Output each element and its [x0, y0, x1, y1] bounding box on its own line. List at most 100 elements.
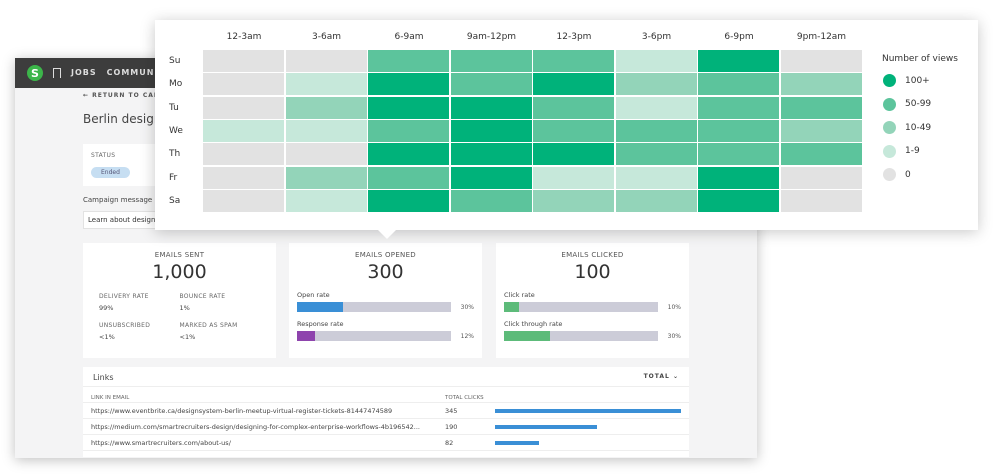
heat-cell-We-3-6pm	[615, 119, 697, 142]
emails-sent-card: EMAILS SENT 1,000 DELIVERY RATE 99% BOUNC…	[83, 243, 276, 358]
progress-fill	[504, 331, 551, 341]
heat-cell-Su-12-3am	[203, 50, 284, 72]
progress-bar	[504, 331, 658, 341]
legend-item: 1-9	[883, 144, 920, 158]
campaign-message-label: Campaign message	[83, 196, 153, 204]
row-label: Fr	[169, 172, 178, 183]
table-header: LINK IN EMAIL TOTAL CLICKS	[83, 387, 689, 403]
heat-cell-Tu-3-6am	[285, 96, 367, 119]
row-label: Mo	[169, 79, 183, 90]
heat-cell-We-9pm-12am	[780, 119, 862, 142]
heat-cell-Fr-9pm-12am	[780, 166, 862, 189]
heat-cell-Th-9am-12pm	[450, 143, 532, 166]
legend-label: 0	[905, 169, 911, 180]
heat-cell-Tu-9am-12pm	[450, 96, 532, 119]
heat-cell-Mo-3-6am	[285, 73, 367, 96]
legend-swatch	[883, 168, 896, 181]
heat-cell-Sa-12-3pm	[533, 189, 614, 212]
heat-cell-We-12-3am	[203, 119, 284, 142]
progress-bar	[297, 302, 451, 312]
heat-cell-Th-12-3am	[203, 143, 284, 166]
heat-cell-Fr-9am-12pm	[450, 166, 532, 189]
popover-pointer	[377, 229, 397, 239]
heat-cell-Sa-9pm-12am	[780, 189, 862, 212]
views-heatmap-popover: Number of views 12-3am 3-6am 6-9am 9am-12pm…	[155, 20, 978, 239]
return-label: RETURN TO CAMPAIGNS	[92, 92, 192, 99]
status-badge: Ended	[91, 167, 130, 178]
heat-cell-Fr-3-6am	[285, 166, 367, 189]
legend-item: 0	[883, 168, 911, 181]
heat-cell-Tu-9pm-12am	[780, 96, 862, 119]
heat-cell-Sa-12-3am	[203, 189, 284, 212]
progress-bar	[504, 302, 658, 312]
heat-cell-Sa-6-9pm	[698, 189, 779, 212]
heat-cell-Su-12-3pm	[533, 50, 614, 72]
nav-community[interactable]: COMMUNITY	[106, 68, 172, 77]
card-title: EMAILS SENT	[154, 251, 205, 259]
stat-label: MARKED AS SPAM	[179, 322, 238, 329]
column-label: 3-6am	[312, 32, 341, 42]
rate-bar-row: 30%	[496, 328, 689, 341]
heat-cell-Sa-6-9am	[368, 189, 449, 212]
progress-fill	[297, 331, 316, 341]
click-count: 190	[445, 422, 458, 431]
heat-cell-Mo-6-9am	[368, 73, 449, 96]
heat-cell-Th-12-3pm	[533, 143, 614, 166]
stat-label: DELIVERY RATE	[99, 293, 149, 300]
heat-cell-Tu-3-6pm	[615, 96, 697, 119]
total-dropdown[interactable]: TOTAL ⌄	[644, 373, 679, 380]
card-title: EMAILS CLICKED	[561, 251, 624, 259]
card-value: 300	[367, 261, 404, 283]
stat-value: 99%	[99, 304, 114, 312]
chevron-down-icon: ⌄	[672, 373, 679, 380]
heat-cell-Sa-3-6pm	[615, 189, 697, 212]
rate-value: 30%	[667, 332, 681, 340]
row-label: Su	[169, 56, 181, 66]
heat-cell-Fr-3-6pm	[615, 166, 697, 189]
card-title: EMAILS OPENED	[355, 251, 416, 259]
heat-cell-Su-3-6pm	[615, 50, 697, 72]
legend-label: 10-49	[905, 122, 932, 133]
rate-label: Open rate	[297, 291, 330, 299]
legend-item: 100+	[883, 74, 930, 87]
progress-bar	[297, 331, 451, 341]
emails-clicked-card: EMAILS CLICKED 100 Click rate 10% Click th…	[496, 243, 689, 358]
link-url[interactable]: https://www.smartrecruiters.com/about-us…	[91, 438, 231, 447]
heat-cell-We-9am-12pm	[450, 119, 532, 142]
heat-cell-Sa-3-6am	[285, 189, 367, 212]
column-label: 12-3am	[226, 32, 262, 42]
heat-cell-We-12-3pm	[533, 119, 614, 142]
legend-swatch	[883, 74, 896, 87]
return-link[interactable]: ← RETURN TO CAMPAIGNS	[83, 92, 192, 99]
progress-fill	[504, 302, 520, 312]
legend-label: 1-9	[905, 146, 920, 156]
bookmark-icon[interactable]	[53, 68, 61, 78]
link-url[interactable]: https://medium.com/smartrecruiters-desig…	[91, 422, 420, 431]
heat-cell-Sa-9am-12pm	[450, 189, 532, 212]
stat-label: UNSUBSCRIBED	[99, 322, 151, 329]
heat-cell-Mo-3-6pm	[615, 73, 697, 96]
link-url[interactable]: https://www.eventbrite.ca/designsystem-b…	[91, 406, 393, 415]
rate-label: Click through rate	[504, 320, 563, 328]
column-label: 12-3pm	[556, 32, 592, 42]
links-title: Links	[93, 373, 114, 382]
heat-cell-Su-6-9am	[368, 50, 449, 72]
heat-cell-Mo-9am-12pm	[450, 73, 532, 96]
legend-title: Number of views	[882, 54, 958, 64]
nav-jobs[interactable]: JOBS	[71, 68, 97, 77]
column-label: 9am-12pm	[466, 32, 517, 42]
row-label: Th	[169, 149, 181, 160]
legend-swatch	[883, 97, 896, 111]
heat-cell-Su-9pm-12am	[780, 50, 862, 72]
heat-cell-Su-6-9pm	[698, 50, 779, 72]
table-row: https://www.eventbrite.ca/designsystem-b…	[83, 403, 689, 419]
heat-cell-Mo-9pm-12am	[780, 73, 862, 96]
col-clicks: TOTAL CLICKS	[445, 395, 484, 401]
heat-cell-Th-6-9pm	[698, 143, 779, 166]
heat-cell-Fr-6-9am	[368, 166, 449, 189]
column-label: 3-6pm	[641, 32, 672, 42]
heat-cell-Th-9pm-12am	[780, 143, 862, 166]
heat-cell-Mo-12-3am	[203, 73, 284, 96]
column-label: 6-9am	[394, 32, 424, 42]
heat-cell-Th-3-6pm	[615, 143, 697, 166]
